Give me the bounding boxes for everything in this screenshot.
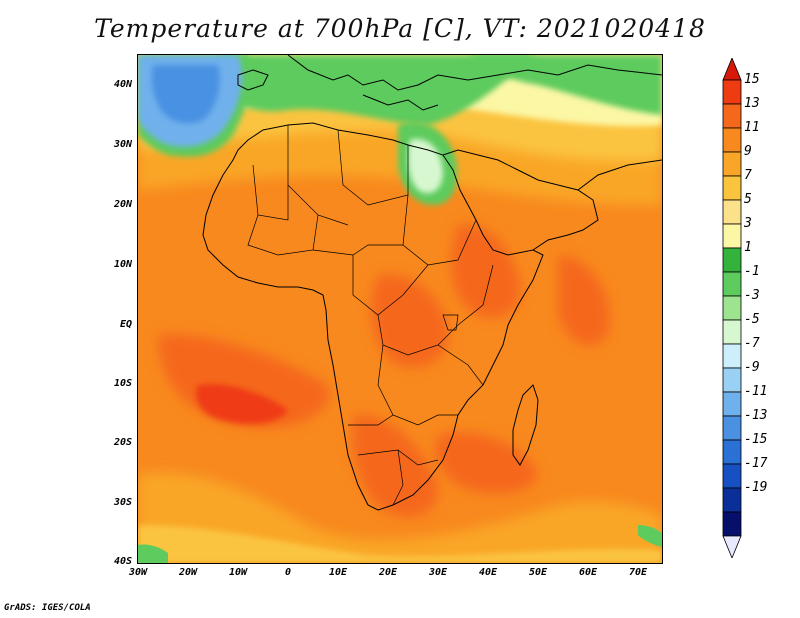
africa-coast	[202, 122, 544, 511]
colorbar-label: 13	[744, 96, 760, 111]
field-7c-south	[138, 525, 662, 563]
colorbar-swatch	[722, 271, 742, 297]
field-green-ne	[468, 55, 662, 115]
border-11	[348, 414, 394, 426]
colorbar-label: -1	[744, 264, 760, 279]
colorbar-label: 1	[744, 240, 752, 255]
lat-label: 40S	[113, 556, 132, 567]
colorbar-label: -17	[744, 456, 768, 471]
map-title: Temperature at 700hPa [C], VT: 202102041…	[94, 14, 706, 43]
field-warm-mozambique	[434, 432, 538, 494]
colorbar-swatch	[722, 439, 742, 465]
colorbar-swatch	[722, 319, 742, 345]
lat-label: 30S	[113, 497, 132, 508]
lon-label: 10E	[328, 567, 348, 578]
lat-label: EQ	[119, 319, 132, 330]
lat-label: 40N	[113, 79, 132, 90]
colorbar-swatch	[722, 391, 742, 417]
lon-label: 30E	[428, 567, 448, 578]
colorbar-swatch	[722, 295, 742, 321]
colorbar-label: -11	[744, 384, 768, 399]
colorbar-label: -13	[744, 408, 768, 423]
colorbar-swatch	[722, 247, 742, 273]
colorbar-swatch	[722, 79, 742, 105]
iran-coast	[577, 159, 662, 191]
colorbar-label: -9	[744, 360, 760, 375]
colorbar-label: 3	[744, 216, 752, 231]
border-6	[312, 244, 403, 256]
field-warm-ethiopia	[450, 224, 521, 318]
border-1	[287, 125, 349, 226]
colorbar-swatch	[722, 343, 742, 369]
colorbar-swatch	[722, 223, 742, 249]
colorbar-swatch	[722, 415, 742, 441]
colorbar-label: 15	[744, 72, 760, 87]
border-12	[357, 449, 439, 466]
lat-label: 20N	[113, 199, 132, 210]
border-4	[252, 164, 289, 221]
colorbar-swatch	[722, 367, 742, 393]
lon-label: 70E	[628, 567, 648, 578]
colorbar-label: -3	[744, 288, 760, 303]
madagascar-coast	[512, 384, 539, 466]
border-13	[392, 449, 404, 506]
map-panel	[138, 55, 662, 563]
lat-label: 10N	[113, 259, 132, 270]
coastlines	[202, 55, 662, 511]
lon-label: 20E	[378, 567, 398, 578]
colorbar-label: -15	[744, 432, 768, 447]
colorbar-label: -7	[744, 336, 760, 351]
lat-label: 30N	[113, 139, 132, 150]
field-warm-congo	[370, 274, 449, 368]
lon-label: 20W	[178, 567, 198, 578]
grads-credit: GrADS: IGES/COLA	[4, 603, 91, 613]
colorbar-swatch	[722, 487, 742, 513]
field-warm-indianocean	[558, 255, 610, 346]
colorbar-swatch	[722, 127, 742, 153]
lat-label: 10S	[113, 378, 132, 389]
lon-label: 10W	[228, 567, 248, 578]
med-islands	[362, 94, 439, 111]
europe-coast	[287, 55, 662, 91]
lon-label: 50E	[528, 567, 548, 578]
field-green-sw	[138, 544, 168, 563]
lon-label: 60E	[578, 567, 598, 578]
field-green-se	[638, 525, 662, 547]
colorbar-label: -5	[744, 312, 760, 327]
map-frame	[137, 54, 663, 564]
iberia-coast	[237, 69, 269, 91]
colorbar-swatch	[722, 151, 742, 177]
border-9	[437, 344, 484, 386]
colorbar-label: 7	[744, 168, 752, 183]
border-2	[337, 129, 409, 206]
field-hot-southatlantic	[196, 384, 288, 424]
colorbar-swatch	[722, 199, 742, 225]
lat-label: 20S	[113, 437, 132, 448]
lon-label: 40E	[478, 567, 498, 578]
border-10	[377, 344, 458, 426]
colorbar-label: 11	[744, 120, 760, 135]
colorbar-swatch	[722, 511, 742, 537]
lon-label: 0	[284, 567, 292, 578]
colorbar	[722, 58, 742, 558]
colorbar-bottom-arrow	[722, 535, 742, 558]
country-borders	[247, 125, 494, 506]
field-green-med	[218, 55, 538, 125]
colorbar-top-arrow	[722, 58, 742, 81]
temperature-field	[138, 55, 662, 563]
colorbar-label: 5	[744, 192, 752, 207]
colorbar-label: 9	[744, 144, 752, 159]
arabia-coast	[442, 149, 599, 251]
border-5	[247, 214, 319, 256]
colorbar-swatch	[722, 463, 742, 489]
field-deepblue-atlantic	[151, 65, 220, 124]
colorbar-swatch	[722, 175, 742, 201]
lon-label: 30W	[128, 567, 148, 578]
colorbar-label: -19	[744, 480, 768, 495]
lake-victoria	[442, 314, 459, 331]
colorbar-swatch	[722, 103, 742, 129]
